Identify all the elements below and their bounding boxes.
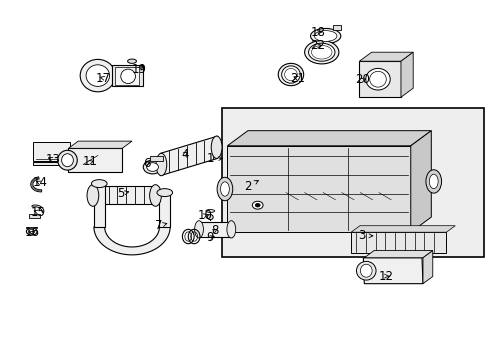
Text: 18: 18	[310, 26, 325, 39]
Ellipse shape	[205, 210, 214, 212]
Text: 14: 14	[33, 176, 47, 189]
Ellipse shape	[156, 153, 166, 176]
Polygon shape	[422, 251, 432, 284]
Text: 7: 7	[155, 219, 166, 232]
Polygon shape	[350, 226, 454, 232]
Polygon shape	[33, 161, 75, 165]
Polygon shape	[94, 227, 170, 255]
Polygon shape	[160, 136, 217, 176]
Text: 19: 19	[132, 63, 146, 76]
Text: 3: 3	[357, 229, 372, 242]
Ellipse shape	[157, 189, 172, 197]
Polygon shape	[332, 25, 341, 30]
Bar	[112, 65, 142, 86]
Polygon shape	[94, 184, 104, 227]
Ellipse shape	[127, 59, 136, 63]
Text: 17: 17	[96, 72, 111, 85]
Bar	[115, 67, 139, 85]
Text: 5: 5	[117, 187, 128, 200]
Ellipse shape	[425, 170, 441, 193]
Ellipse shape	[26, 228, 37, 235]
Ellipse shape	[211, 136, 222, 158]
Ellipse shape	[149, 185, 161, 206]
Ellipse shape	[217, 177, 232, 201]
Text: 16: 16	[24, 226, 39, 239]
Ellipse shape	[146, 163, 158, 171]
Polygon shape	[33, 142, 70, 161]
Ellipse shape	[255, 203, 260, 207]
Bar	[350, 232, 446, 253]
Text: 20: 20	[355, 73, 369, 86]
Ellipse shape	[29, 230, 35, 234]
Polygon shape	[159, 193, 170, 227]
Ellipse shape	[308, 43, 334, 61]
Ellipse shape	[304, 40, 338, 64]
Text: 8: 8	[211, 224, 219, 237]
Polygon shape	[359, 61, 400, 97]
Ellipse shape	[314, 31, 336, 41]
Ellipse shape	[369, 71, 386, 87]
Ellipse shape	[278, 63, 303, 86]
Ellipse shape	[360, 264, 371, 277]
Ellipse shape	[365, 68, 389, 90]
Bar	[222, 108, 483, 257]
Ellipse shape	[356, 261, 375, 280]
Text: 15: 15	[31, 206, 45, 219]
Ellipse shape	[220, 182, 229, 196]
Text: 10: 10	[198, 209, 212, 222]
Ellipse shape	[87, 185, 99, 206]
Ellipse shape	[252, 201, 263, 209]
Ellipse shape	[226, 221, 235, 238]
Ellipse shape	[121, 69, 135, 84]
Text: 22: 22	[310, 39, 325, 52]
Ellipse shape	[91, 180, 107, 188]
Ellipse shape	[58, 150, 77, 170]
Polygon shape	[68, 141, 132, 148]
Text: 1: 1	[206, 152, 222, 165]
Ellipse shape	[310, 28, 340, 44]
Bar	[149, 156, 163, 161]
Bar	[29, 214, 40, 218]
Polygon shape	[26, 227, 37, 228]
Text: 9: 9	[206, 231, 214, 244]
Polygon shape	[227, 146, 410, 232]
Ellipse shape	[86, 65, 109, 86]
Polygon shape	[359, 52, 412, 61]
Ellipse shape	[61, 154, 73, 167]
Text: 2: 2	[244, 180, 258, 193]
Ellipse shape	[194, 221, 203, 238]
Polygon shape	[198, 222, 232, 237]
Ellipse shape	[428, 174, 437, 189]
Ellipse shape	[284, 68, 297, 81]
Ellipse shape	[143, 160, 162, 174]
Ellipse shape	[207, 215, 213, 220]
Text: 6: 6	[142, 157, 150, 170]
Polygon shape	[363, 258, 422, 284]
Text: 4: 4	[181, 148, 188, 161]
Text: 12: 12	[378, 270, 393, 283]
Text: 11: 11	[83, 156, 98, 168]
Text: 21: 21	[289, 72, 304, 85]
Ellipse shape	[281, 66, 300, 83]
Polygon shape	[68, 148, 122, 172]
Polygon shape	[400, 52, 412, 97]
Ellipse shape	[80, 59, 115, 92]
Polygon shape	[227, 131, 430, 146]
Polygon shape	[364, 251, 432, 258]
Ellipse shape	[311, 45, 331, 59]
Polygon shape	[92, 186, 156, 204]
Text: 13: 13	[45, 153, 60, 166]
Polygon shape	[410, 131, 430, 232]
